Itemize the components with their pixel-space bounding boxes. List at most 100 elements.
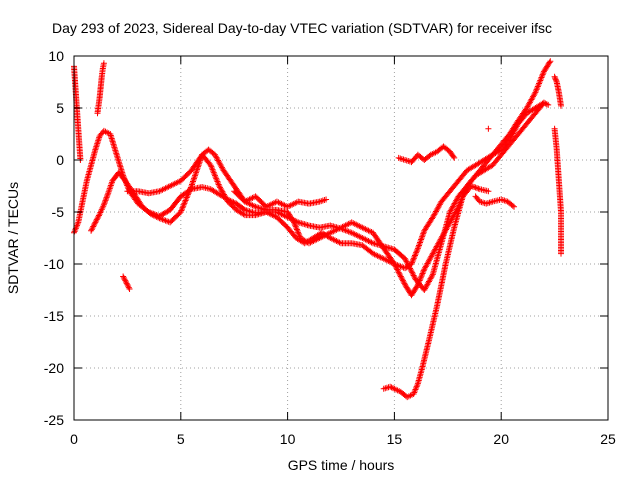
data-point (417, 274, 424, 281)
data-point (123, 280, 130, 287)
chart-title: Day 293 of 2023, Sidereal Day-to-day VTE… (52, 20, 552, 36)
data-point (469, 183, 476, 190)
data-point (411, 273, 418, 280)
data-point (396, 270, 403, 277)
data-point (295, 229, 302, 236)
data-point (182, 197, 189, 204)
data-point (291, 219, 298, 226)
data-marks (71, 58, 565, 401)
data-point (215, 181, 222, 188)
data-point (468, 183, 475, 189)
data-point (74, 222, 81, 229)
data-point (180, 203, 187, 210)
data-point (410, 256, 417, 263)
data-point (429, 272, 436, 279)
data-point (418, 236, 425, 243)
data-point (410, 255, 417, 262)
data-point (93, 218, 100, 225)
data-point (183, 196, 190, 202)
data-point (534, 83, 541, 90)
grid (74, 56, 608, 420)
data-point (192, 171, 199, 178)
data-point (88, 226, 95, 233)
data-point (89, 224, 96, 231)
data-point (122, 277, 129, 284)
data-point (186, 188, 193, 195)
data-point (531, 90, 538, 97)
y-tick-labels: -25 -20 -15 -10 -5 0 5 10 (44, 48, 64, 428)
data-point (558, 250, 565, 257)
data-point (391, 261, 398, 267)
data-point (408, 268, 415, 275)
data-point (539, 71, 546, 78)
data-point (213, 177, 220, 184)
data-point (420, 267, 427, 274)
data-point (71, 228, 78, 235)
data-point (414, 283, 421, 290)
data-point (533, 86, 540, 93)
data-point (184, 191, 191, 198)
data-point (416, 278, 423, 285)
data-point (400, 279, 407, 286)
data-point (451, 154, 458, 161)
data-point (240, 211, 247, 218)
data-point (213, 175, 220, 182)
data-point (471, 184, 478, 191)
series-seg-m (485, 125, 492, 132)
data-point (472, 184, 479, 191)
data-point (536, 80, 543, 87)
data-point (209, 166, 216, 173)
data-point (208, 163, 215, 170)
x-tick-label: 0 (70, 431, 78, 447)
series-seg-j (120, 273, 133, 292)
data-point (100, 201, 107, 208)
data-point (546, 59, 553, 66)
y-tick-label: 10 (48, 48, 64, 64)
data-point (185, 190, 192, 197)
y-tick-label: -25 (44, 412, 64, 428)
data-point (409, 269, 416, 276)
data-point (389, 385, 396, 392)
data-point (547, 58, 554, 65)
data-point (532, 89, 539, 96)
data-point (177, 209, 184, 215)
data-point (210, 168, 217, 175)
x-tick-label: 10 (280, 431, 296, 447)
data-point (125, 284, 132, 291)
data-point (193, 168, 200, 175)
data-point (187, 185, 194, 192)
data-point (537, 77, 544, 84)
data-point (416, 240, 423, 247)
data-point (189, 180, 196, 187)
data-point (413, 385, 420, 392)
data-point (407, 266, 414, 273)
data-point (534, 84, 541, 91)
data-point (511, 203, 518, 210)
data-point (295, 230, 302, 237)
series-seg-h (71, 63, 84, 163)
data-point (409, 259, 416, 266)
data-point (537, 76, 544, 83)
data-point (402, 255, 409, 262)
data-point (539, 73, 546, 80)
x-tick-label: 15 (387, 431, 403, 447)
data-point (540, 70, 547, 77)
data-point (95, 212, 102, 219)
data-point (535, 81, 542, 88)
data-point (191, 174, 198, 181)
data-point (410, 391, 417, 397)
data-point (415, 280, 422, 287)
data-point (191, 175, 198, 182)
data-point (539, 101, 546, 108)
data-point (420, 269, 427, 276)
data-point (90, 222, 97, 229)
data-point (124, 281, 131, 288)
data-point (399, 276, 406, 283)
data-point (193, 169, 200, 176)
data-point (192, 172, 199, 179)
data-point (395, 269, 402, 276)
series-seg-e (380, 183, 492, 401)
data-point (394, 266, 401, 273)
series-seg-a (71, 58, 554, 293)
